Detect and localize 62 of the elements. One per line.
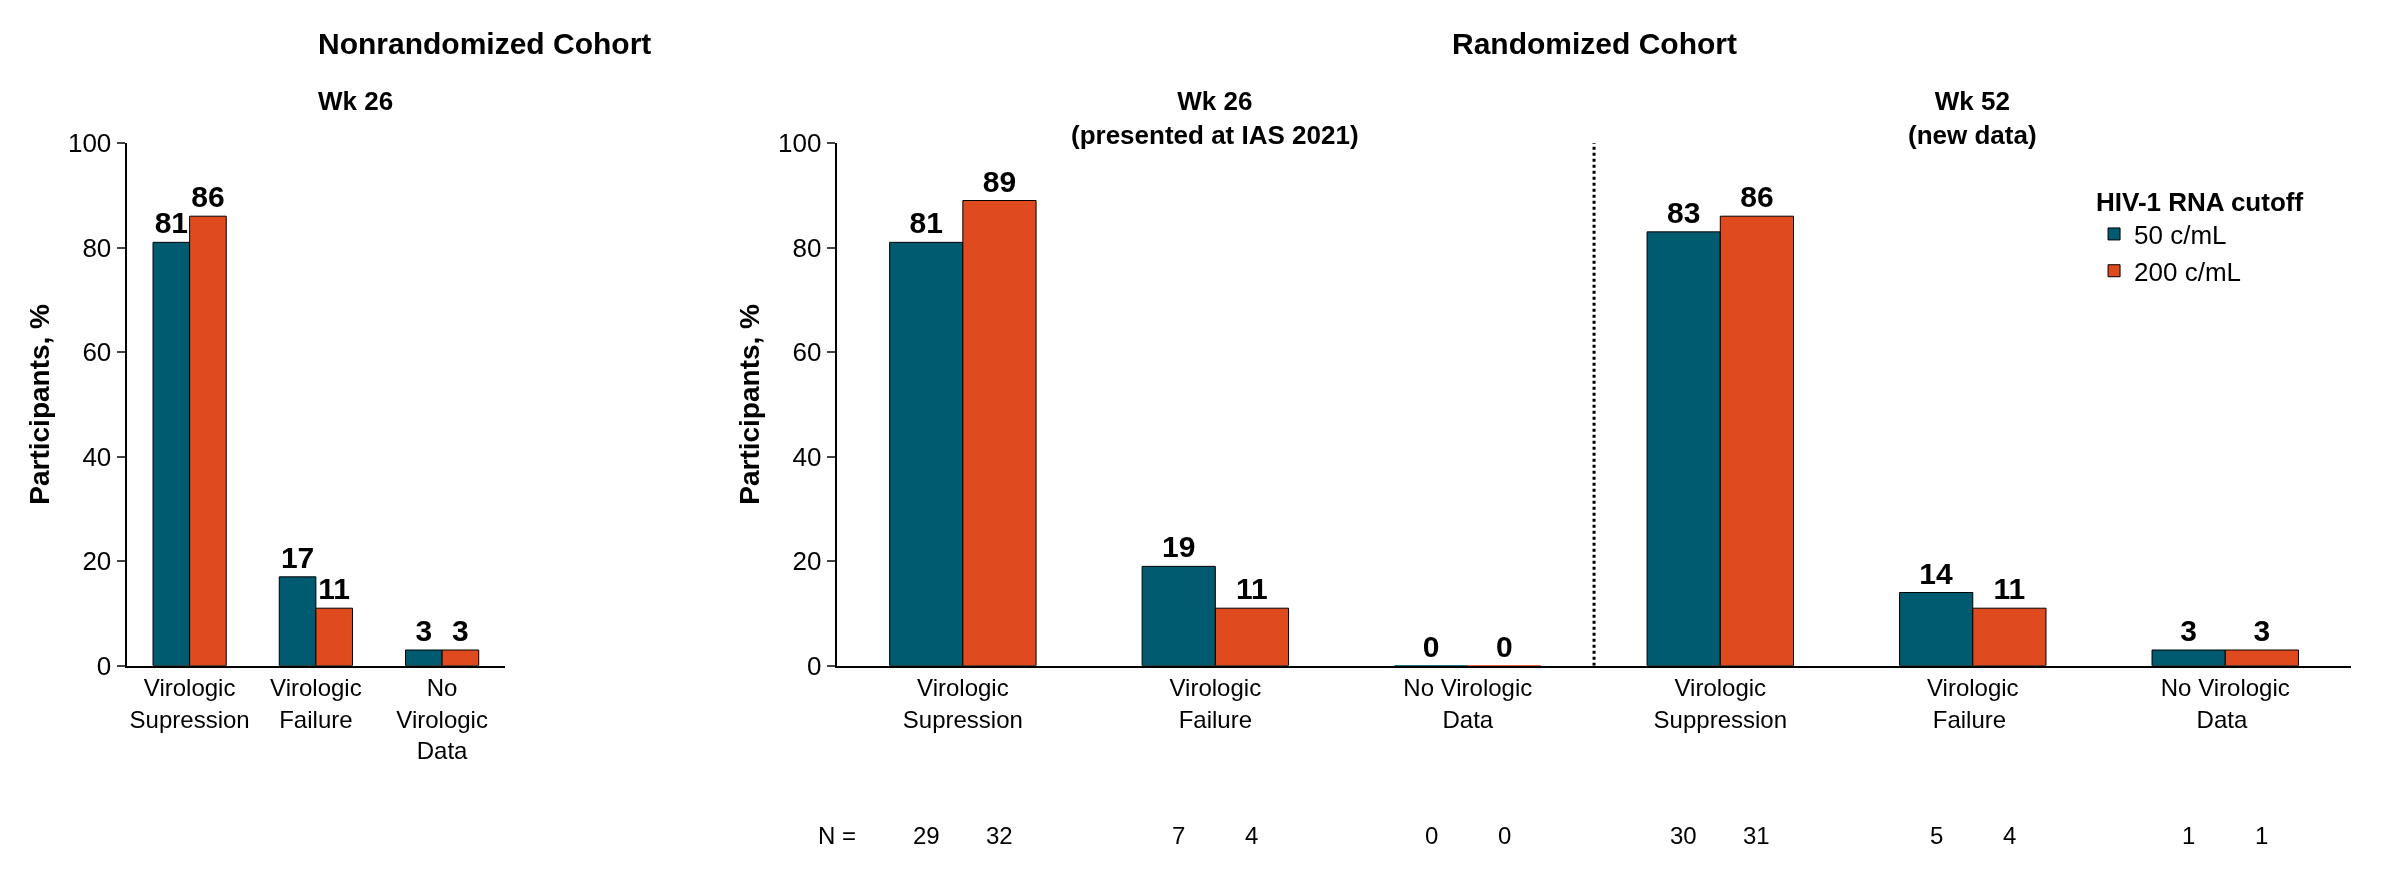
- text: 31: [1743, 822, 1770, 849]
- data-label: 81: [154, 206, 189, 240]
- x-tick-label: No Virologic Data: [1403, 674, 1533, 733]
- text: 1: [2182, 822, 2196, 849]
- data-label: 17: [280, 540, 315, 574]
- text: 5: [1930, 822, 1944, 849]
- data-label: 0: [1496, 629, 1513, 663]
- data-label: 11: [1993, 572, 2026, 606]
- data-label: 81: [909, 206, 943, 240]
- x-tick-label: Virologic Supression: [129, 674, 250, 733]
- data-label: 83: [1667, 195, 1701, 229]
- y-tick-label: 20: [792, 546, 822, 577]
- y-tick-label: 60: [792, 337, 822, 368]
- y-tick-label: 100: [67, 128, 112, 159]
- y-tick-label: 0: [96, 650, 112, 681]
- text: 4: [1245, 822, 1259, 849]
- text: 0: [1498, 822, 1512, 849]
- chart-subtitle: Wk 26: [318, 86, 394, 116]
- data-label: 86: [1740, 180, 1774, 214]
- text: 30: [1670, 822, 1697, 849]
- data-label: 89: [982, 164, 1017, 198]
- y-tick-label: 60: [82, 337, 112, 368]
- text: N =: [818, 822, 857, 849]
- y-tick-label: 80: [82, 232, 112, 263]
- x-tick-label: Virologic Suppression: [1653, 674, 1788, 733]
- legend-label: 50 c/mL: [2134, 220, 2227, 251]
- text: 7: [1172, 822, 1186, 849]
- x-tick-label: No Virologic Data: [2160, 674, 2290, 733]
- data-label: 14: [1919, 556, 1954, 590]
- chart-title: Randomized Cohort: [1452, 27, 1737, 60]
- legend-title: HIV-1 RNA cutoff: [2096, 186, 2304, 217]
- y-tick-label: 80: [792, 232, 822, 263]
- x-tick-label: Virologic Supression: [902, 674, 1023, 733]
- chart-title: Nonrandomized Cohort: [318, 27, 652, 60]
- data-label: 3: [2253, 614, 2271, 647]
- x-tick-label: Virologic Failure: [270, 674, 362, 733]
- x-tick-label: Virologic Failure: [1169, 674, 1262, 733]
- text: 4: [2003, 822, 2017, 849]
- text: 1: [2255, 822, 2269, 849]
- data-label: 3: [2180, 614, 2197, 647]
- y-tick-label: 0: [806, 650, 822, 681]
- data-label: 86: [191, 180, 225, 214]
- data-label: 11: [1236, 572, 1268, 606]
- data-label: 0: [1422, 629, 1440, 663]
- text: Wk 52 (new data): [1908, 86, 2037, 150]
- data-label: 3: [415, 614, 433, 647]
- y-tick-label: 100: [778, 128, 822, 159]
- data-label: 11: [318, 572, 351, 606]
- text: Wk 26 (presented at IAS 2021): [1071, 86, 1359, 150]
- y-tick-label: 40: [82, 441, 112, 472]
- y-tick-label: 40: [792, 441, 822, 472]
- data-label: 19: [1162, 530, 1196, 564]
- y-axis-title: Participants, %: [734, 303, 766, 505]
- x-tick-label: No Virologic Data: [396, 674, 488, 764]
- text: 0: [1425, 822, 1439, 849]
- text: 29: [913, 822, 940, 849]
- legend-label: 200 c/mL: [2134, 256, 2241, 287]
- x-tick-label: Virologic Failure: [1926, 674, 2019, 733]
- text: 32: [986, 822, 1013, 849]
- y-axis-title: Participants, %: [24, 303, 56, 505]
- y-tick-label: 20: [82, 546, 112, 577]
- data-label: 3: [452, 614, 469, 647]
